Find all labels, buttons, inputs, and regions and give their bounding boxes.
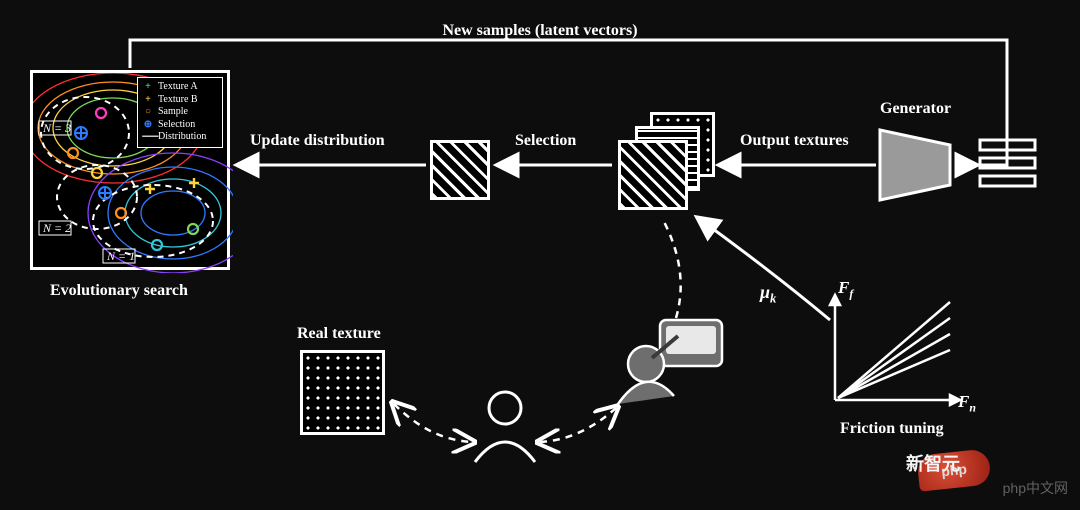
legend-item-selection: ⊕Selection xyxy=(142,119,218,132)
update-label: Update distribution xyxy=(250,132,385,150)
real-texture-icon xyxy=(300,350,385,435)
real-tex-label: Real texture xyxy=(297,325,381,343)
svg-text:N = 1: N = 1 xyxy=(106,249,135,263)
output-label: Output textures xyxy=(740,132,849,150)
update-texture-icon xyxy=(430,140,490,200)
selection-label: Selection xyxy=(515,132,576,150)
legend-item-texA: +Texture A xyxy=(142,81,218,94)
svg-text:N = 3: N = 3 xyxy=(42,121,71,135)
friction-label: Friction tuning xyxy=(840,420,944,438)
Ff-axis-label: Ff xyxy=(838,278,853,301)
svg-text:N = 2: N = 2 xyxy=(42,221,71,235)
cn-watermark: 新智元 xyxy=(906,450,960,476)
legend-item-texB: +Texture B xyxy=(142,94,218,107)
top-feedback-label: New samples (latent vectors) xyxy=(0,22,1080,40)
evo-label: Evolutionary search xyxy=(50,282,188,300)
php-footer-watermark: php中文网 xyxy=(1003,478,1068,498)
legend-item-dist: ⸺Distribution xyxy=(142,131,218,144)
texture-card-1 xyxy=(618,140,688,210)
generator-label: Generator xyxy=(880,100,951,118)
evo-legend: +Texture A +Texture B ○Sample ⊕Selection… xyxy=(137,77,223,148)
evo-search-panel: N = 3 N = 2 N = 1 +Texture A +Texture B … xyxy=(30,70,230,270)
Fn-axis-label: Fn xyxy=(958,392,976,415)
legend-item-sample: ○Sample xyxy=(142,106,218,119)
mu-k-label: μk xyxy=(760,282,776,307)
